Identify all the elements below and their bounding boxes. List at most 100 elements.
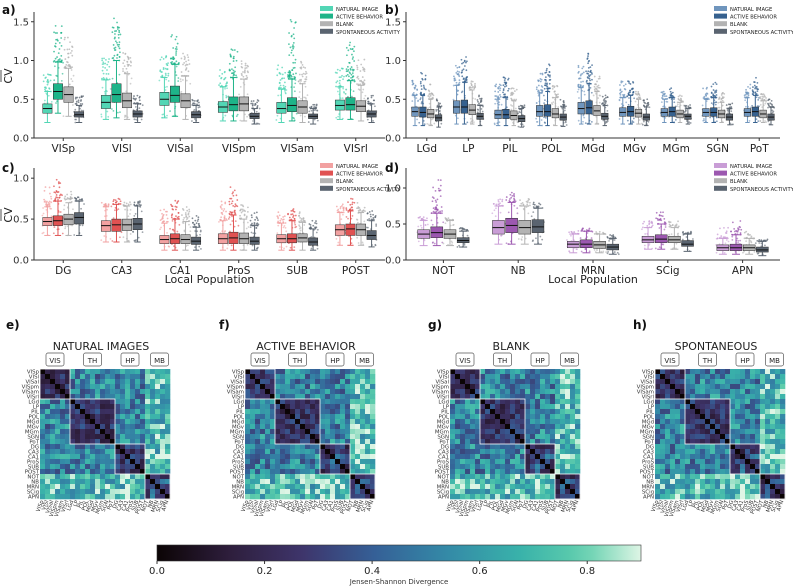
heatmap-cell [150, 404, 156, 410]
outlier-point [756, 239, 759, 242]
outlier-point [470, 80, 473, 83]
heatmap-cell [120, 389, 126, 395]
outlier-point [50, 195, 52, 198]
jitter-point [188, 223, 190, 226]
jitter-point [347, 95, 349, 98]
outlier-point [236, 50, 239, 53]
outlier-point [234, 70, 236, 73]
outlier-point [497, 199, 500, 201]
outlier-point [335, 205, 338, 208]
outlier-point [590, 71, 593, 74]
heatmap-cell [155, 399, 161, 405]
heatmap-cell [65, 444, 71, 450]
outlier-point [546, 88, 549, 91]
heatmap-cell [130, 414, 136, 420]
jitter-point [426, 223, 429, 226]
outlier-point [439, 195, 442, 197]
outlier-point [196, 220, 199, 222]
jitter-point [480, 108, 483, 110]
outlier-point [233, 205, 236, 208]
outlier-point [642, 99, 645, 102]
jitter-point [703, 117, 705, 120]
heatmap-cell [40, 394, 46, 400]
outlier-point [165, 210, 167, 213]
outlier-point [114, 49, 117, 51]
outlier-point [290, 213, 293, 216]
outlier-point [302, 72, 305, 75]
outlier-point [549, 74, 551, 77]
outlier-point [677, 220, 679, 223]
jitter-point [193, 109, 196, 111]
outlier-point [290, 75, 293, 78]
x-tick-label: LP [462, 143, 474, 155]
heatmap-cell [105, 424, 111, 430]
jitter-point [658, 227, 661, 229]
heatmap-cell [115, 449, 121, 455]
heatmap-cell [70, 384, 76, 390]
outlier-point [546, 67, 548, 70]
outlier-point [171, 208, 174, 210]
outlier-point [245, 216, 248, 219]
jitter-point [532, 211, 535, 214]
outlier-point [353, 45, 356, 48]
outlier-point [138, 96, 141, 99]
outlier-point [755, 76, 757, 79]
outlier-point [353, 60, 356, 62]
jitter-point [199, 229, 202, 232]
outlier-point [505, 85, 508, 87]
outlier-point [679, 94, 681, 97]
outlier-point [465, 76, 468, 79]
outlier-point [523, 104, 526, 107]
box-natural-image [276, 102, 287, 114]
outlier-point [715, 91, 718, 93]
outlier-point [577, 66, 580, 69]
jitter-point [347, 217, 349, 220]
jitter-point [141, 104, 144, 107]
outlier-point [256, 99, 259, 101]
heatmap-cell [150, 379, 156, 385]
jitter-point [186, 244, 189, 247]
jitter-point [613, 251, 616, 253]
outlier-point [218, 84, 220, 86]
jitter-point [725, 239, 728, 241]
outlier-point [294, 76, 297, 79]
outlier-point [367, 102, 369, 105]
heatmap-cell [165, 399, 171, 405]
heatmap-cell [60, 464, 66, 470]
box-spontaneous-activity [74, 212, 85, 225]
heatmap-cell [120, 454, 126, 460]
heatmap-cell [75, 379, 81, 385]
jitter-point [757, 120, 760, 123]
outlier-point [64, 198, 67, 201]
heatmap-cell [95, 384, 101, 390]
heatmap-cell [60, 384, 66, 390]
outlier-point [232, 55, 235, 58]
jitter-point [767, 120, 770, 123]
heatmap-cell [120, 419, 126, 425]
outlier-point [181, 214, 183, 216]
outlier-point [544, 71, 547, 74]
heatmap-cell [160, 434, 166, 440]
heatmap-cell [145, 419, 151, 425]
outlier-point [513, 195, 516, 198]
outlier-point [465, 56, 467, 58]
outlier-point [346, 65, 349, 68]
jitter-point [749, 106, 752, 109]
jitter-point [731, 123, 734, 126]
outlier-point [366, 212, 369, 215]
jitter-point [107, 115, 110, 118]
outlier-point [357, 59, 360, 62]
outlier-point [79, 103, 82, 105]
outlier-point [107, 203, 110, 206]
outlier-point [731, 221, 734, 224]
outlier-point [279, 84, 282, 87]
heatmap-cell [45, 429, 51, 435]
heatmap-cell [135, 399, 141, 405]
heatmap-cell [40, 439, 46, 445]
legend-swatch [714, 21, 727, 27]
heatmap-cell [160, 404, 166, 410]
outlier-point [46, 73, 49, 76]
outlier-point [102, 61, 105, 64]
jitter-point [590, 120, 593, 123]
outlier-point [117, 36, 120, 39]
